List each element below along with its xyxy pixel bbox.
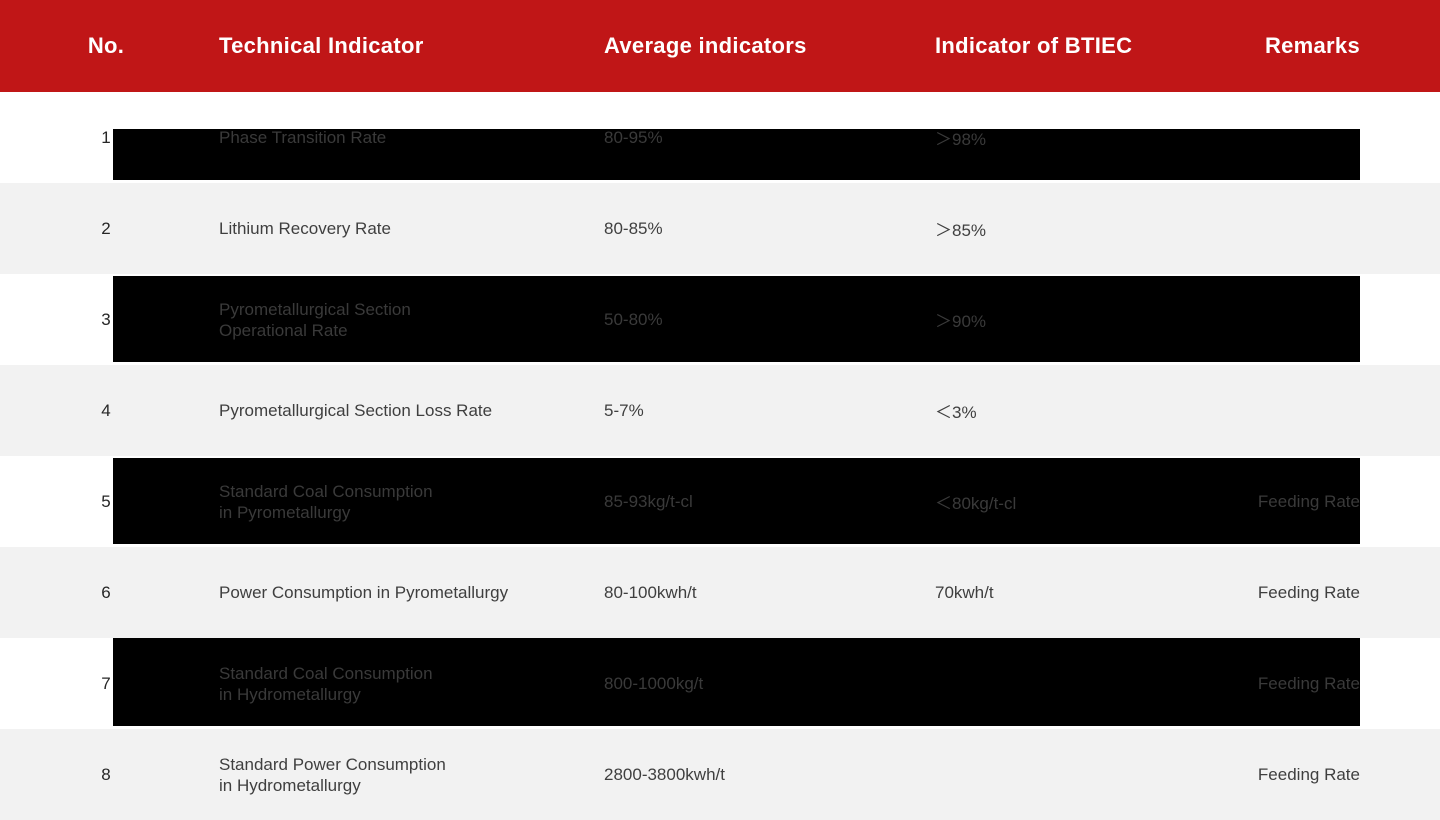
cell-btiec: ＜80kg/t-cl	[935, 494, 1017, 513]
table-row: 5 Standard Coal Consumption in Pyrometal…	[0, 456, 1440, 547]
row-number: 3	[101, 309, 111, 329]
cell-remarks: Feeding Rate	[1257, 673, 1360, 693]
cell-indicator: Pyrometallurgical Section Loss Rate	[219, 401, 493, 420]
cell-indicator: Standard Coal Consumption in Hydrometall…	[219, 663, 433, 704]
table-row: 2 Lithium Recovery Rate 80-85% ＞85%	[0, 183, 1440, 274]
cell-average: 85-93kg/t-cl	[604, 491, 693, 511]
cell-indicator: Standard Power Consumption in Hydrometal…	[219, 754, 446, 795]
row-number: 1	[101, 127, 111, 147]
header-col-no: No.	[87, 33, 125, 58]
table-header-row: No. Technical Indicator Average indicato…	[0, 0, 1440, 92]
cell-indicator: Standard Coal Consumption in Pyrometallu…	[219, 481, 433, 522]
row-number: 4	[101, 400, 111, 420]
row-number: 6	[101, 582, 111, 602]
cell-btiec: ＞90%	[935, 312, 987, 331]
cell-average: 80-100kwh/t	[604, 582, 697, 602]
cell-average: 2800-3800kwh/t	[604, 764, 725, 784]
row-number: 8	[101, 764, 111, 784]
table-row: 1 Phase Transition Rate 80-95% ＞98%	[0, 92, 1440, 183]
cell-btiec: ＞98%	[935, 130, 987, 149]
row-highlight-bar	[113, 458, 1360, 544]
header-col-indicator: Technical Indicator	[219, 33, 424, 58]
row-highlight-bar	[113, 638, 1360, 726]
cell-indicator: Lithium Recovery Rate	[219, 219, 391, 238]
row-number: 2	[101, 218, 111, 238]
header-col-remarks: Remarks	[1264, 33, 1360, 58]
cell-indicator: Pyrometallurgical Section Operational Ra…	[219, 299, 411, 340]
table-row: 4 Pyrometallurgical Section Loss Rate 5-…	[0, 365, 1440, 456]
row-number: 5	[101, 491, 111, 511]
row-number: 7	[101, 673, 111, 693]
cell-average: 80-95%	[604, 127, 663, 147]
cell-remarks: Feeding Rate	[1257, 582, 1360, 602]
cell-remarks: Feeding Rate	[1257, 764, 1360, 784]
header-col-btiec: Indicator of BTIEC	[935, 33, 1133, 58]
header-col-average: Average indicators	[604, 33, 807, 58]
table-row: 3 Pyrometallurgical Section Operational …	[0, 274, 1440, 365]
cell-indicator: Phase Transition Rate	[219, 128, 387, 147]
cell-btiec: ＞85%	[935, 221, 987, 240]
cell-remarks: Feeding Rate	[1257, 491, 1360, 511]
cell-indicator: Power Consumption in Pyrometallurgy	[219, 583, 509, 602]
cell-average: 800-1000kg/t	[604, 673, 704, 693]
table-row: 6 Power Consumption in Pyrometallurgy 80…	[0, 547, 1440, 638]
row-highlight-bar	[113, 129, 1360, 180]
cell-btiec: ＜3%	[935, 403, 977, 422]
row-highlight-bar	[113, 276, 1360, 362]
table-row: 7 Standard Coal Consumption in Hydrometa…	[0, 638, 1440, 729]
cell-average: 50-80%	[604, 309, 663, 329]
cell-btiec: 70kwh/t	[935, 582, 994, 602]
cell-average: 5-7%	[604, 400, 644, 420]
cell-average: 80-85%	[604, 218, 663, 238]
table-row: 8 Standard Power Consumption in Hydromet…	[0, 729, 1440, 820]
